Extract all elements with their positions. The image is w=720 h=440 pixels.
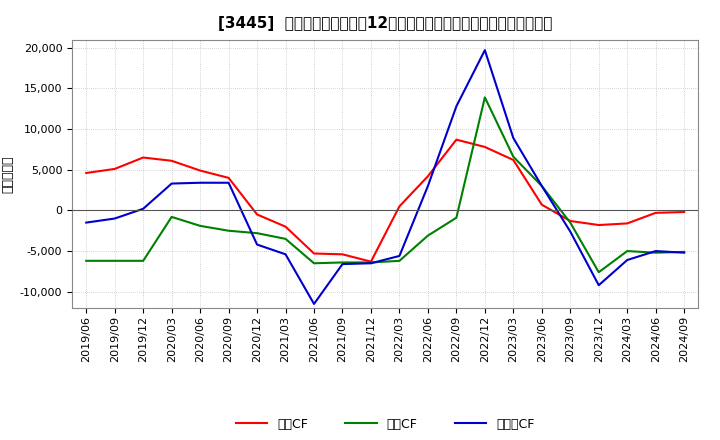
営業CF (423, 174, 432, 179)
営業CF (537, 202, 546, 207)
フリーCF (680, 250, 688, 255)
Legend: 営業CF, 投資CF, フリーCF: 営業CF, 投資CF, フリーCF (235, 418, 535, 431)
営業CF (196, 168, 204, 173)
フリーCF (366, 260, 375, 266)
営業CF (680, 209, 688, 215)
フリーCF (167, 181, 176, 186)
投資CF (225, 228, 233, 233)
投資CF (537, 183, 546, 189)
投資CF (167, 214, 176, 220)
営業CF (282, 224, 290, 229)
営業CF (139, 155, 148, 160)
営業CF (480, 144, 489, 150)
営業CF (395, 204, 404, 209)
Line: 投資CF: 投資CF (86, 97, 684, 272)
フリーCF (595, 282, 603, 288)
営業CF (366, 259, 375, 264)
投資CF (566, 220, 575, 225)
Title: [3445]  キャッシュフローの12か月移動合計の対前年同期増減額の推移: [3445] キャッシュフローの12か月移動合計の対前年同期増減額の推移 (218, 16, 552, 32)
営業CF (167, 158, 176, 163)
営業CF (452, 137, 461, 142)
営業CF (566, 218, 575, 224)
営業CF (338, 252, 347, 257)
営業CF (110, 166, 119, 172)
Y-axis label: （百万円）: （百万円） (1, 155, 14, 193)
フリーCF (566, 229, 575, 234)
投資CF (680, 249, 688, 254)
フリーCF (310, 301, 318, 307)
投資CF (595, 270, 603, 275)
Line: 営業CF: 営業CF (86, 139, 684, 262)
営業CF (225, 175, 233, 180)
フリーCF (509, 136, 518, 141)
フリーCF (196, 180, 204, 185)
フリーCF (537, 183, 546, 189)
フリーCF (452, 104, 461, 109)
フリーCF (139, 206, 148, 211)
営業CF (509, 158, 518, 163)
Line: フリーCF: フリーCF (86, 50, 684, 304)
投資CF (395, 258, 404, 264)
フリーCF (623, 257, 631, 263)
営業CF (253, 212, 261, 217)
投資CF (139, 258, 148, 264)
投資CF (338, 260, 347, 265)
フリーCF (253, 242, 261, 247)
営業CF (652, 210, 660, 216)
フリーCF (225, 180, 233, 185)
営業CF (82, 170, 91, 176)
投資CF (480, 95, 489, 100)
投資CF (423, 233, 432, 238)
投資CF (623, 249, 631, 254)
投資CF (509, 154, 518, 159)
フリーCF (480, 48, 489, 53)
投資CF (282, 236, 290, 242)
投資CF (366, 260, 375, 265)
投資CF (110, 258, 119, 264)
フリーCF (110, 216, 119, 221)
フリーCF (652, 249, 660, 254)
投資CF (310, 260, 318, 266)
投資CF (253, 231, 261, 236)
フリーCF (395, 253, 404, 259)
フリーCF (423, 183, 432, 189)
投資CF (452, 215, 461, 220)
投資CF (82, 258, 91, 264)
フリーCF (338, 261, 347, 267)
フリーCF (82, 220, 91, 225)
営業CF (623, 221, 631, 226)
フリーCF (282, 252, 290, 257)
投資CF (196, 223, 204, 228)
営業CF (595, 222, 603, 227)
投資CF (652, 250, 660, 255)
営業CF (310, 251, 318, 256)
